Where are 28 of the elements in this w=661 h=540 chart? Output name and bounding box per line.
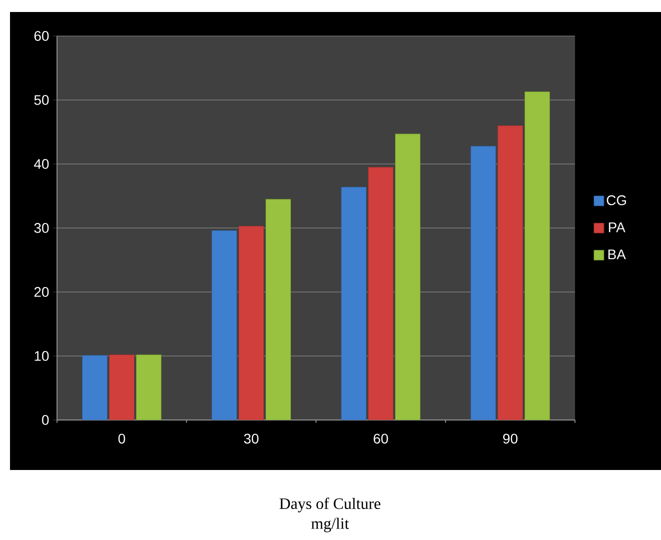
legend-label: CG [606, 195, 626, 206]
y-tick-label: 10 [34, 351, 49, 361]
y-tick-label: 60 [34, 31, 49, 41]
bar [524, 91, 550, 420]
y-tick-label: 30 [34, 223, 49, 233]
x-axis-title: Days of Culture [280, 498, 380, 512]
bar [498, 125, 523, 420]
legend-label: PA [608, 222, 626, 232]
x-tick-label: 60 [374, 434, 388, 444]
bar [395, 134, 420, 420]
bar [341, 186, 366, 420]
bar [212, 230, 237, 420]
bar [82, 355, 108, 420]
y-tick-label: 40 [34, 159, 49, 169]
x-tick-label: 0 [118, 434, 126, 444]
y-tick-label: 20 [34, 287, 49, 297]
y-tick-label: 0 [42, 415, 49, 425]
y-tick-label: 50 [34, 95, 49, 105]
x-tick-label: 30 [244, 434, 258, 444]
bar [136, 354, 162, 420]
bar [109, 354, 134, 420]
x-tick-label: 90 [503, 434, 518, 444]
legend-label: BA [608, 250, 626, 260]
bar [238, 226, 264, 420]
bar [368, 166, 394, 420]
bar [266, 198, 291, 420]
text: mg/lit [311, 518, 349, 532]
bar [470, 146, 496, 420]
